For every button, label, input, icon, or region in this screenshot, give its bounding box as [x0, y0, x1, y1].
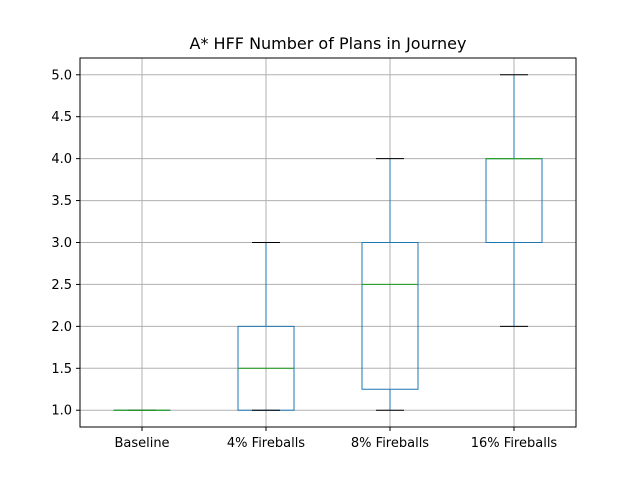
box-group	[485, 74, 543, 327]
y-tick-label: 2.5	[51, 278, 72, 293]
x-tick-label: Baseline	[114, 436, 169, 451]
x-tick-label: 16% Fireballs	[471, 436, 558, 451]
y-tick-label: 1.5	[51, 362, 72, 377]
box-layer	[113, 74, 543, 411]
y-tick-label: 1.0	[51, 404, 72, 419]
x-tick-label: 4% Fireballs	[227, 436, 305, 451]
iqr-box	[361, 242, 419, 390]
y-tick-label: 5.0	[51, 68, 72, 83]
y-tick-label: 2.0	[51, 320, 72, 335]
x-tick-label: 8% Fireballs	[351, 436, 429, 451]
y-tick-label: 3.0	[51, 236, 72, 251]
box-group	[361, 158, 419, 411]
y-tick-label: 4.0	[51, 152, 72, 167]
tick-layer: 1.0 1.5 2.0 2.5 3.0 3.5 4.0 4.5 5.0 Baseline 4% Fi…	[51, 68, 557, 451]
chart-title: A* HFF Number of Plans in Journey	[190, 34, 467, 53]
box-group	[237, 242, 295, 411]
y-tick-label: 4.5	[51, 110, 72, 125]
y-tick-label: 3.5	[51, 194, 72, 209]
